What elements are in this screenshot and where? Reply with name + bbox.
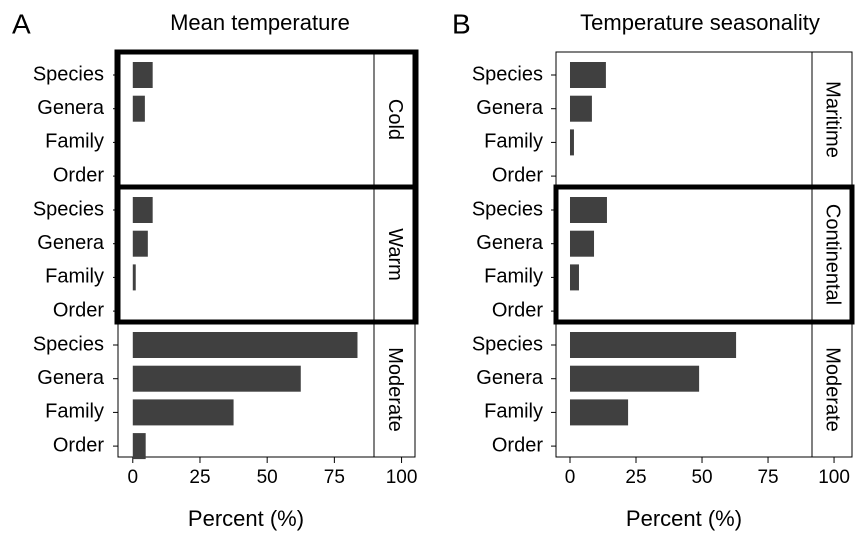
facet-panel bbox=[117, 186, 416, 323]
y-tick-label: Order bbox=[492, 164, 543, 186]
bar bbox=[569, 62, 606, 88]
x-tick-label: 0 bbox=[565, 467, 576, 488]
bar bbox=[132, 365, 301, 392]
x-tick-label: 0 bbox=[127, 467, 138, 488]
bar bbox=[569, 197, 607, 223]
x-axis-label: Percent (%) bbox=[626, 506, 742, 531]
y-tick-label: Order bbox=[492, 299, 543, 321]
bar bbox=[132, 264, 136, 291]
y-tick-label: Species bbox=[33, 63, 104, 85]
facet-strip-label: Moderate bbox=[822, 347, 844, 432]
y-tick-label: Family bbox=[45, 131, 104, 153]
bar bbox=[132, 433, 146, 460]
x-axis-label: Percent (%) bbox=[188, 506, 304, 531]
y-tick-label: Family bbox=[484, 266, 543, 288]
y-tick-label: Species bbox=[33, 333, 104, 355]
highlight-box bbox=[115, 49, 418, 190]
y-tick-label: Genera bbox=[476, 232, 544, 254]
highlight-box bbox=[115, 184, 418, 325]
highlight-box bbox=[114, 49, 419, 325]
y-tick-label: Species bbox=[33, 198, 104, 220]
x-tick-label: 50 bbox=[257, 467, 278, 488]
y-tick-label: Order bbox=[53, 434, 104, 456]
panel-label: B bbox=[452, 8, 471, 39]
y-tick-label: Family bbox=[484, 401, 543, 423]
facet-strip-label: Moderate bbox=[384, 347, 406, 432]
facet-strip-label: Maritime bbox=[822, 81, 844, 158]
y-tick-label: Family bbox=[484, 131, 543, 153]
y-tick-label: Family bbox=[45, 266, 104, 288]
bar bbox=[569, 365, 700, 392]
facet-strip-label: Continental bbox=[822, 204, 844, 305]
y-tick-label: Family bbox=[45, 401, 104, 423]
bar bbox=[132, 197, 153, 223]
y-tick-label: Order bbox=[53, 164, 104, 186]
bar bbox=[132, 62, 153, 88]
y-tick-label: Species bbox=[472, 63, 543, 85]
y-tick-label: Species bbox=[472, 198, 543, 220]
facet-strip-label: Cold bbox=[384, 99, 406, 140]
y-tick-label: Order bbox=[53, 299, 104, 321]
chart-title: Temperature seasonality bbox=[580, 10, 820, 35]
bar bbox=[569, 264, 579, 291]
bar bbox=[132, 399, 234, 426]
panel-label: A bbox=[12, 8, 31, 39]
x-tick-label: 100 bbox=[818, 467, 850, 488]
y-tick-label: Genera bbox=[476, 367, 544, 389]
x-tick-label: 100 bbox=[386, 467, 418, 488]
bar bbox=[569, 230, 595, 257]
x-tick-label: 50 bbox=[691, 467, 712, 488]
y-tick-label: Genera bbox=[37, 367, 105, 389]
y-tick-label: Genera bbox=[476, 97, 544, 119]
y-tick-label: Order bbox=[492, 434, 543, 456]
bar bbox=[132, 95, 145, 122]
x-tick-label: 25 bbox=[189, 467, 210, 488]
bar bbox=[569, 95, 592, 122]
y-tick-label: Genera bbox=[37, 232, 105, 254]
bar bbox=[132, 332, 358, 358]
y-tick-label: Species bbox=[472, 333, 543, 355]
bar bbox=[569, 399, 629, 426]
x-tick-label: 75 bbox=[324, 467, 345, 488]
highlight-box bbox=[553, 184, 855, 325]
bar bbox=[569, 129, 574, 156]
y-tick-label: Genera bbox=[37, 97, 105, 119]
x-tick-label: 25 bbox=[625, 467, 646, 488]
x-tick-label: 75 bbox=[757, 467, 778, 488]
bar bbox=[132, 230, 148, 257]
facet-panel bbox=[117, 51, 416, 188]
chart-title: Mean temperature bbox=[170, 10, 350, 35]
bar bbox=[569, 332, 737, 358]
facet-strip-label: Warm bbox=[384, 228, 406, 281]
